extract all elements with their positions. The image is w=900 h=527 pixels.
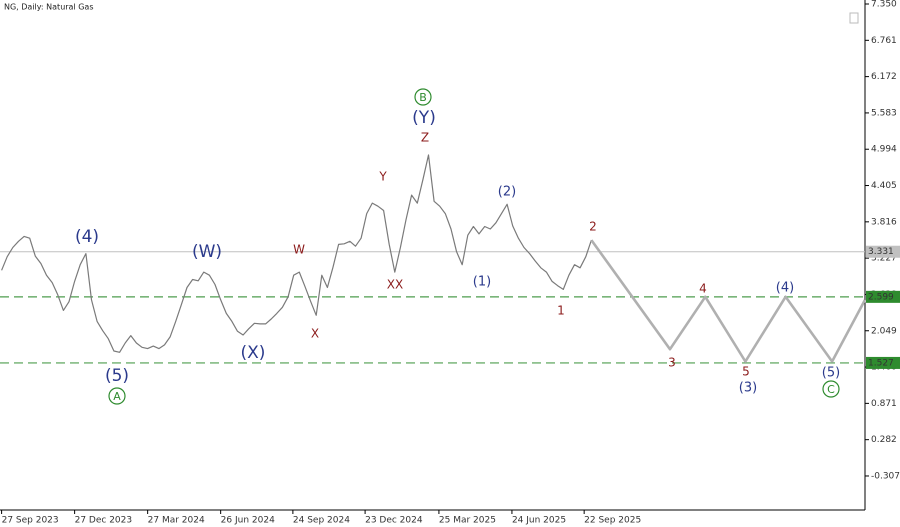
wave-label: (5) [105, 366, 129, 386]
x-tick-label: 25 Mar 2025 [439, 516, 496, 526]
wave-label: (2) [498, 185, 516, 200]
wave-circle [108, 387, 126, 405]
info-icon[interactable] [849, 12, 859, 24]
wave-label: (4) [776, 281, 794, 296]
y-tick-label: 4.994 [871, 145, 897, 155]
wave-circle [414, 88, 432, 106]
x-tick-label: 26 Jun 2024 [221, 516, 275, 526]
x-tick-label: 23 Dec 2024 [365, 516, 423, 526]
wave-label: 4 [699, 282, 707, 296]
y-tick-label: 4.405 [871, 181, 897, 191]
price-line [1, 154, 592, 353]
wave-label: Y [378, 170, 387, 184]
y-tick-label: 3.816 [871, 217, 897, 227]
last-price-label: 3.331 [868, 247, 894, 257]
y-tick-label: 6.172 [871, 72, 897, 82]
x-tick-label: 24 Sep 2024 [293, 516, 350, 526]
wave-label: A [113, 390, 121, 403]
wave-label: 3 [668, 356, 676, 370]
wave-label: (Y) [412, 108, 436, 128]
forecast-line [590, 239, 867, 363]
wave-label: (3) [739, 381, 757, 396]
x-tick-label: 27 Mar 2024 [148, 516, 205, 526]
x-tick-label: 22 Sep 2025 [584, 516, 641, 526]
wave-label: (1) [473, 275, 491, 290]
wave-label: X [311, 327, 319, 341]
wave-label: B [419, 91, 427, 104]
x-tick-label: 24 Jun 2025 [512, 516, 566, 526]
wave-label: (5) [822, 366, 840, 381]
y-tick-label: 2.049 [871, 326, 897, 336]
wave-label: (X) [241, 343, 266, 363]
y-tick-label: 0.282 [871, 435, 897, 445]
chart-title: NG, Daily: Natural Gas [4, 3, 94, 12]
level-box [866, 290, 900, 303]
y-tick-label: 6.761 [871, 36, 897, 46]
level-label: 1.527 [868, 358, 894, 368]
y-tick-label: 7.350 [871, 0, 897, 10]
x-tick-label: 27 Sep 2023 [2, 516, 59, 526]
y-tick-label: -0.307 [871, 471, 900, 481]
wave-label: 5 [742, 365, 750, 379]
wave-label: Z [421, 131, 429, 145]
wave-label: C [827, 383, 835, 396]
level-label: 2.599 [868, 292, 894, 302]
x-tick-label: 27 Dec 2023 [75, 516, 132, 526]
wave-label: (W) [192, 242, 222, 262]
y-tick-label: 0.871 [871, 399, 897, 409]
level-box [866, 356, 900, 369]
wave-label: 1 [557, 304, 565, 318]
wave-label: XX [387, 278, 403, 292]
y-tick-label: 5.583 [871, 108, 897, 118]
wave-circle [822, 380, 840, 398]
wave-label: W [293, 243, 305, 257]
y-tick-label: 3.227 [871, 254, 897, 264]
wave-label: 2 [589, 220, 597, 234]
wave-label: (4) [75, 227, 99, 247]
last-price-box [866, 245, 900, 258]
